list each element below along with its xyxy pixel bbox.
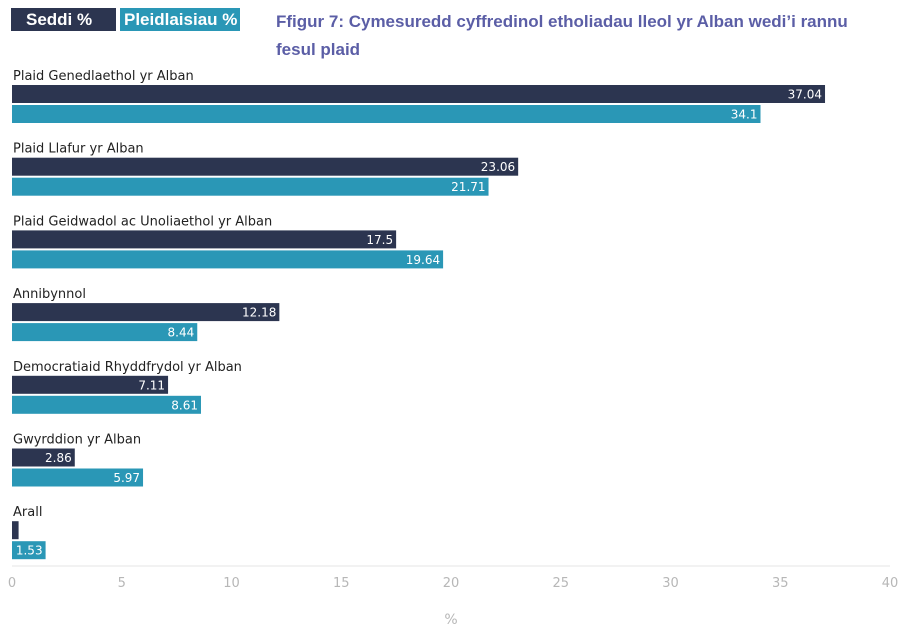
bar-value-label-seats: 23.06 (481, 160, 515, 174)
category-label: Arall (13, 505, 42, 520)
bar-value-label-votes: 19.64 (406, 253, 440, 267)
bar-value-label-votes: 5.97 (113, 471, 140, 485)
chart-title: Ffigur 7: Cymesuredd cyffredinol etholia… (276, 12, 848, 59)
bar-votes[interactable] (12, 541, 46, 560)
category-label: Annibynnol (13, 287, 86, 302)
x-tick-label: 5 (118, 576, 126, 591)
bar-seats[interactable] (12, 448, 75, 467)
bar-value-label-seats: 12.18 (242, 306, 276, 320)
legend-item-votes[interactable]: Pleidlaisiau % (120, 8, 240, 31)
x-tick-label: 0 (8, 576, 16, 591)
bar-votes[interactable] (12, 468, 144, 487)
bar-votes[interactable] (12, 395, 201, 414)
legend: Seddi % Pleidlaisiau % (11, 8, 240, 31)
bar-value-label-seats: 17.5 (366, 233, 393, 247)
bar-seats[interactable] (12, 303, 280, 322)
category-label: Plaid Geidwadol ac Unoliaethol yr Alban (13, 214, 272, 229)
bar-seats[interactable] (12, 521, 19, 540)
x-tick-label: 10 (223, 576, 240, 591)
bar-value-label-votes: 8.61 (171, 398, 198, 412)
bars-group: Plaid Genedlaethol yr Alban 37.04 34.1 Plai… (12, 69, 826, 560)
x-tick-label: 20 (443, 576, 460, 591)
bar-seats[interactable] (12, 85, 826, 103)
category-label: Gwyrddion yr Alban (13, 433, 141, 448)
x-tick-label: 15 (333, 576, 350, 591)
legend-item-seats[interactable]: Seddi % (11, 8, 116, 31)
bar-value-label-votes: 8.44 (168, 326, 195, 340)
x-tick-label: 30 (662, 576, 679, 591)
category-label: Democratiaid Rhyddfrydol yr Alban (13, 360, 242, 375)
x-axis-title: % (444, 612, 457, 628)
x-tick-label: 25 (552, 576, 569, 591)
bar-value-label-votes: 34.1 (731, 108, 758, 122)
bar-value-label-votes: 1.53 (16, 544, 43, 558)
category-label: Plaid Llafur yr Alban (13, 142, 144, 157)
bar-value-label-seats: 7.11 (138, 378, 165, 392)
bar-votes[interactable] (12, 177, 489, 196)
x-tick-label: 40 (882, 576, 899, 591)
bar-value-label-votes: 21.71 (451, 180, 485, 194)
bar-votes[interactable] (12, 105, 761, 123)
category-label: Plaid Genedlaethol yr Alban (13, 69, 194, 84)
bar-seats[interactable] (12, 157, 519, 176)
bar-seats[interactable] (12, 375, 169, 394)
bar-value-label-seats: 2.86 (45, 451, 72, 465)
x-axis-ticks: 0 5 10 15 20 25 30 35 40 (8, 576, 898, 591)
bar-seats[interactable] (12, 230, 397, 249)
x-tick-label: 35 (772, 576, 789, 591)
bar-value-label-seats: 37.04 (788, 88, 822, 102)
bar-votes[interactable] (12, 250, 444, 269)
bar-votes[interactable] (12, 323, 198, 342)
